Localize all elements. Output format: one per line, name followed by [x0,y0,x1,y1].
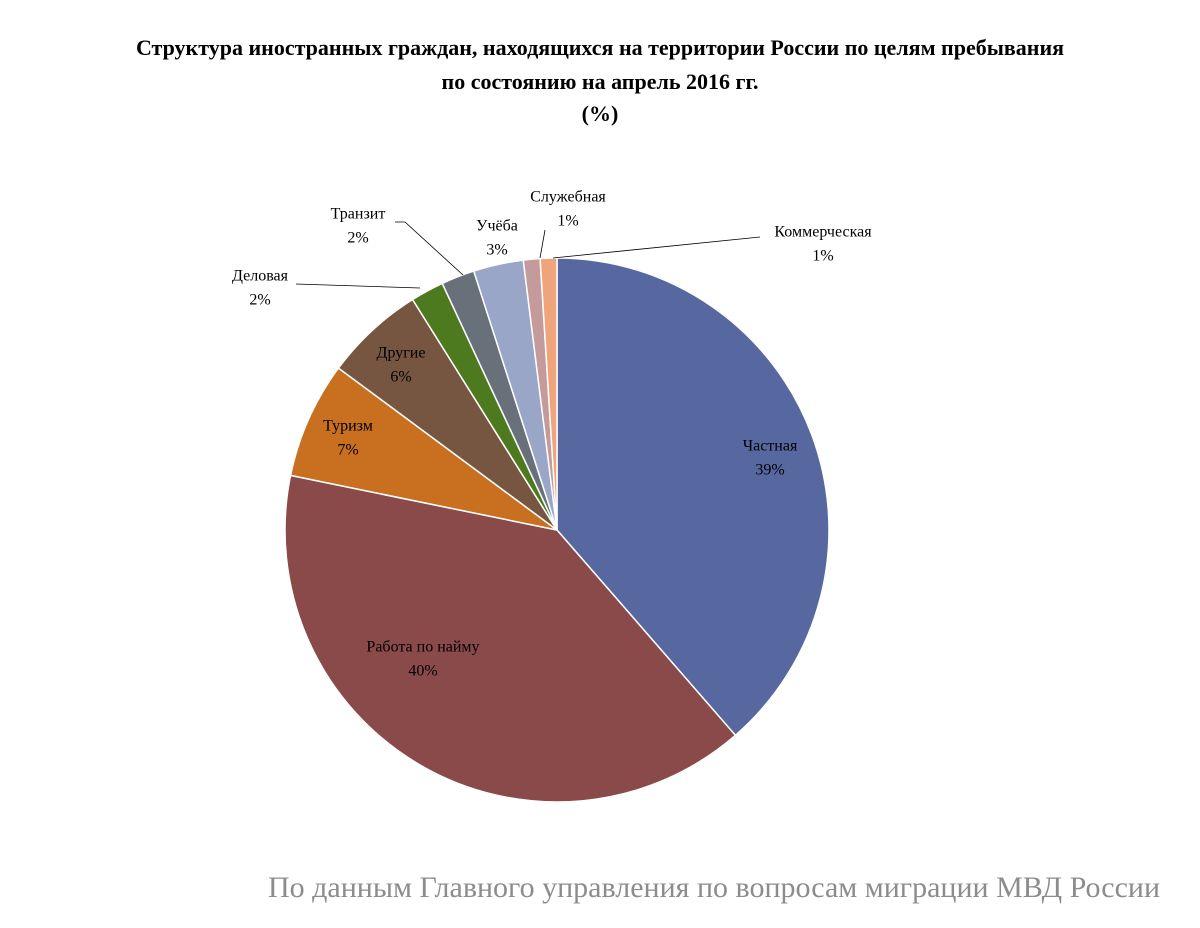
slice-label: Деловая [232,268,289,285]
slice-value-label: 1% [557,213,578,230]
pie-slice [284,474,737,803]
slice-value-label: 40% [408,663,437,680]
slice-label: Частная [743,438,798,455]
slice-label: Служебная [530,189,606,206]
slice-label: Туризм [323,418,373,435]
slice-value-label: 2% [249,292,270,309]
chart-title: (%) [582,101,619,126]
source-note: По данным Главного управления по вопроса… [268,871,1160,904]
slice-value-label: 39% [755,462,784,479]
slice-label: Коммерческая [774,224,872,241]
slice-label: Транзит [331,206,386,223]
chart-title: по состоянию на апрель 2016 гг. [442,69,759,94]
slice-value-label: 1% [812,248,833,265]
leader-line [395,221,464,276]
leader-line [539,229,546,259]
slice-label: Работа по найму [366,639,479,656]
leader-line [552,236,761,259]
pie-slice [539,257,558,531]
slice-label: Другие [377,345,426,362]
slice-label: Учёба [476,218,518,235]
slice-value-label: 7% [337,442,358,459]
pie-slice [289,367,558,531]
pie-slice [556,257,830,737]
slice-value-label: 6% [390,369,411,386]
slice-value-label: 2% [347,230,368,247]
chart-title: Структура иностранных граждан, находящих… [136,35,1064,60]
slice-value-label: 3% [486,242,507,259]
leader-line [295,283,421,289]
